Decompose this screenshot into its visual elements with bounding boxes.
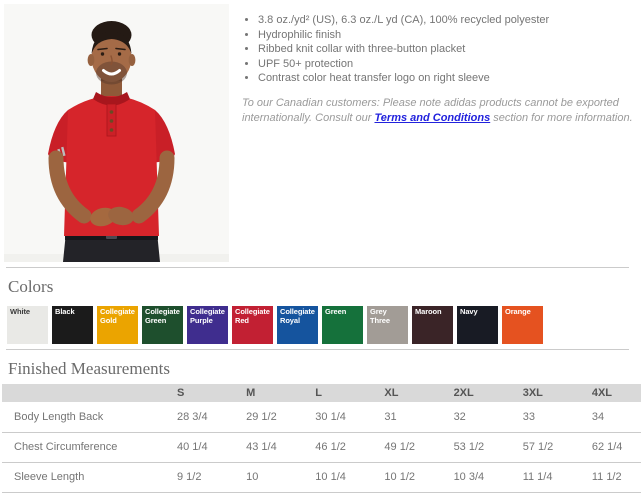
- color-swatch-maroon[interactable]: Maroon: [412, 306, 453, 344]
- empty-header-cell: [2, 384, 157, 402]
- product-photo-illustration: [4, 4, 229, 262]
- color-swatch-collegiate-purple[interactable]: Collegiate Purple: [187, 306, 228, 344]
- measurement-value: 57 1/2: [502, 432, 572, 463]
- measurement-value: 9 1/2: [157, 462, 227, 493]
- size-column-header: M: [226, 384, 296, 402]
- collar-shape: [93, 92, 130, 106]
- measurement-value: 11 1/4: [502, 462, 572, 493]
- size-column-header: 3XL: [502, 384, 572, 402]
- measurement-value: 53 1/2: [433, 432, 503, 463]
- measurement-value: 62 1/4: [571, 432, 641, 463]
- colors-section-title: Colors: [8, 277, 54, 296]
- measurement-value: 34: [571, 402, 641, 433]
- measurement-value: 11 1/2: [571, 462, 641, 493]
- polo-shirt-shape: [64, 96, 159, 236]
- measurement-value: 43 1/4: [226, 432, 296, 463]
- measurement-value: 30 1/4: [295, 402, 365, 433]
- feature-item: Contrast color heat transfer logo on rig…: [258, 71, 640, 86]
- measurement-value: 10 1/4: [295, 462, 365, 493]
- feature-item: Ribbed knit collar with three-button pla…: [258, 42, 640, 57]
- measurements-body: Body Length Back 28 3/4 29 1/2 30 1/4 31 32 33…: [2, 402, 641, 493]
- measurement-value: 31: [364, 402, 434, 433]
- measurement-value: 29 1/2: [226, 402, 296, 433]
- measurement-value: 10 1/2: [364, 462, 434, 493]
- size-column-header: 2XL: [433, 384, 503, 402]
- product-overview-section: 3.8 oz./yd² (US), 6.3 oz./L yd (CA), 100…: [0, 0, 643, 267]
- color-swatch-grey-three[interactable]: Grey Three: [367, 306, 408, 344]
- measurement-label: Chest Circumference: [2, 432, 157, 463]
- feature-list: 3.8 oz./yd² (US), 6.3 oz./L yd (CA), 100…: [241, 13, 640, 86]
- color-swatch-collegiate-green[interactable]: Collegiate Green: [142, 306, 183, 344]
- product-details: 3.8 oz./yd² (US), 6.3 oz./L yd (CA), 100…: [241, 0, 640, 267]
- measurement-value: 10 3/4: [433, 462, 503, 493]
- measurement-row: Sleeve Length 9 1/2 10 10 1/4 10 1/2 10 3/4 11…: [2, 462, 641, 493]
- measurements-table: S M L XL 2XL 3XL 4XL Body Length Back 28 3/4 29 …: [2, 384, 641, 493]
- product-photo[interactable]: [4, 4, 229, 262]
- color-swatch-white[interactable]: White: [7, 306, 48, 344]
- measurement-label: Sleeve Length: [2, 462, 157, 493]
- measurement-value: 46 1/2: [295, 432, 365, 463]
- measurement-value: 32: [433, 402, 503, 433]
- measurement-value: 28 3/4: [157, 402, 227, 433]
- color-swatch-list: White Black Collegiate Gold Collegiate Gree…: [7, 306, 643, 344]
- note-text-pre: To our Canadian customers: Please note a…: [242, 96, 619, 124]
- feature-item: Hydrophilic finish: [258, 28, 640, 43]
- measurement-row: Body Length Back 28 3/4 29 1/2 30 1/4 31 32 33…: [2, 402, 641, 433]
- color-swatch-navy[interactable]: Navy: [457, 306, 498, 344]
- smile-shape: [102, 69, 121, 76]
- note-text-post: section for more information.: [490, 111, 633, 124]
- feature-item: 3.8 oz./yd² (US), 6.3 oz./L yd (CA), 100…: [258, 13, 640, 28]
- canadian-customers-note: To our Canadian customers: Please note a…: [242, 96, 640, 126]
- color-swatch-collegiate-gold[interactable]: Collegiate Gold: [97, 306, 138, 344]
- color-swatch-orange[interactable]: Orange: [502, 306, 543, 344]
- color-swatch-black[interactable]: Black: [52, 306, 93, 344]
- size-column-header: S: [157, 384, 227, 402]
- measurement-value: 40 1/4: [157, 432, 227, 463]
- color-swatch-collegiate-red[interactable]: Collegiate Red: [232, 306, 273, 344]
- size-column-header: XL: [364, 384, 434, 402]
- color-swatch-green[interactable]: Green: [322, 306, 363, 344]
- measurements-section-title: Finished Measurements: [8, 359, 170, 378]
- measurements-header-row: S M L XL 2XL 3XL 4XL: [2, 384, 641, 402]
- measurement-label: Body Length Back: [2, 402, 157, 433]
- section-divider: [6, 349, 629, 350]
- measurement-value: 33: [502, 402, 572, 433]
- color-swatch-collegiate-royal[interactable]: Collegiate Royal: [277, 306, 318, 344]
- size-column-header: 4XL: [571, 384, 641, 402]
- size-column-header: L: [295, 384, 365, 402]
- measurement-value: 49 1/2: [364, 432, 434, 463]
- feature-item: UPF 50+ protection: [258, 57, 640, 72]
- section-divider: [6, 267, 629, 268]
- terms-and-conditions-link[interactable]: Terms and Conditions: [374, 111, 491, 124]
- measurement-value: 10: [226, 462, 296, 493]
- measurement-row: Chest Circumference 40 1/4 43 1/4 46 1/2 49 …: [2, 432, 641, 463]
